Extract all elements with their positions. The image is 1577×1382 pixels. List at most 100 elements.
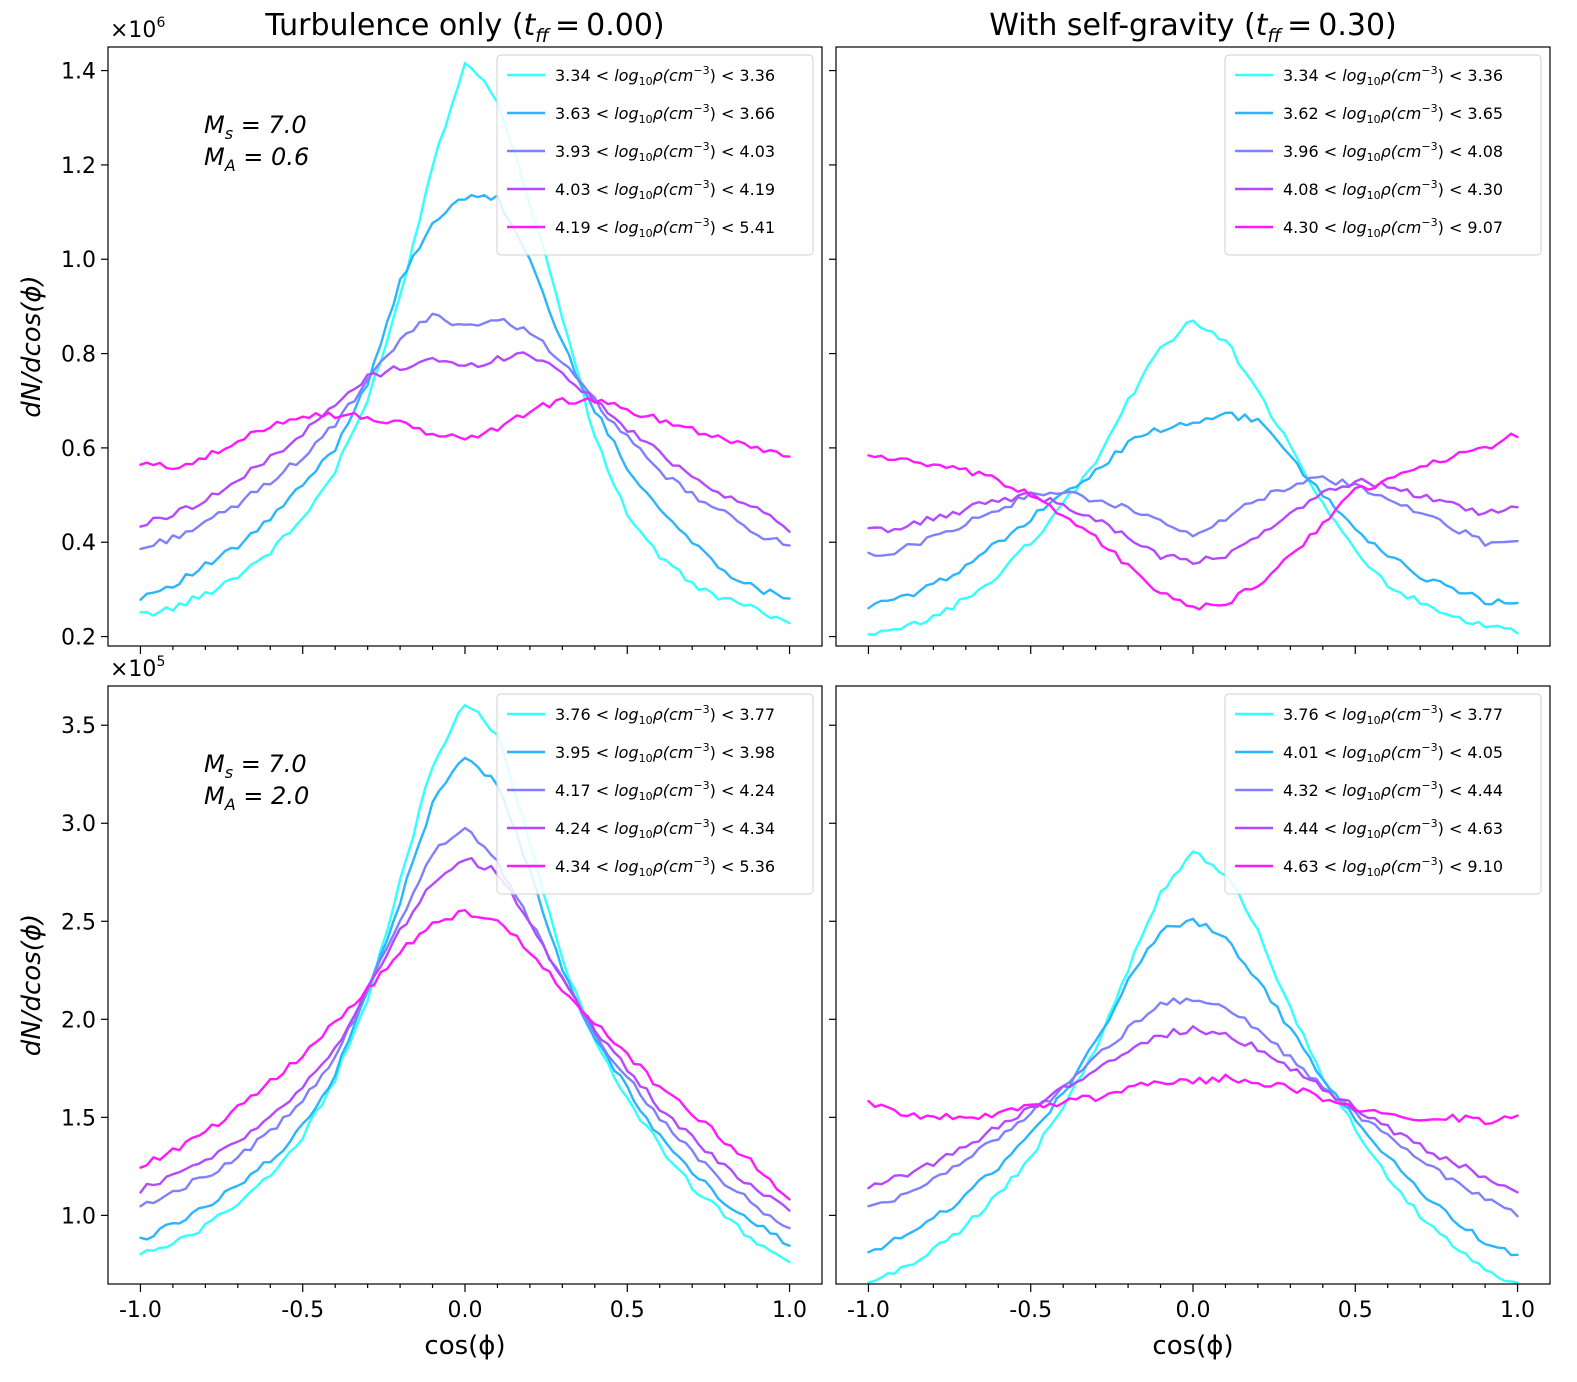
legend-log: log	[614, 104, 638, 123]
multiplier-exponent: 6	[156, 15, 165, 31]
legend-upper-bound: ) < 3.36	[1438, 66, 1503, 85]
legend-rho: ρ(	[1381, 218, 1398, 237]
legend-unit-exponent: −3	[1421, 817, 1437, 830]
legend-unit: cm	[669, 66, 693, 85]
legend-log-base: 10	[1367, 113, 1381, 126]
series-line-3	[139, 826, 791, 1230]
legend-log-base: 10	[1367, 828, 1381, 841]
series-line-1	[867, 850, 1519, 1284]
annotation-subscript: s	[225, 763, 233, 782]
legend-log-base: 10	[1367, 227, 1381, 240]
legend-upper-bound: ) < 9.07	[1438, 218, 1503, 237]
legend-upper-bound: ) < 4.44	[1438, 781, 1503, 800]
legend-rho: ρ(	[653, 104, 670, 123]
legend-entry-2: 3.63 < log10ρ(cm−3) < 3.66	[555, 102, 775, 126]
legend-unit-exponent: −3	[693, 64, 709, 77]
legend-rho: ρ(	[653, 857, 670, 876]
legend-unit-exponent: −3	[1421, 140, 1437, 153]
legend	[496, 54, 814, 256]
legend-unit-exponent: −3	[693, 216, 709, 229]
series-line-5	[867, 432, 1519, 611]
legend-rho: ρ(	[653, 781, 670, 800]
legend-lower-bound: 3.63 <	[555, 104, 614, 123]
annotation-value: = 7.0	[233, 750, 307, 778]
annotation-alfven-mach: MA = 2.0	[204, 782, 309, 814]
legend-log-base: 10	[1367, 75, 1381, 88]
legend-unit: cm	[1397, 180, 1421, 199]
y-tick-label: 1.0	[61, 1204, 96, 1229]
legend-log: log	[1342, 781, 1366, 800]
legend-log: log	[1342, 218, 1366, 237]
chart-panel-top-right: With self-gravity (tff = 0.30) 3.34 < log…	[829, 8, 1551, 654]
legend-upper-bound: ) < 4.05	[1438, 743, 1503, 762]
chart-panel-bottom-left: 1.0 1.5 2.0 2.5 3.0 3.5 -1.0 -0.5 0.0 0.5 1.0 cos(ϕ…	[17, 654, 823, 1361]
x-tick-label: 0.5	[610, 1298, 645, 1323]
legend-log: log	[614, 142, 638, 161]
legend-unit-exponent: −3	[693, 140, 709, 153]
multiplier-exponent: 5	[156, 654, 165, 670]
series-line-5	[139, 909, 791, 1201]
x-tick-label: -0.5	[281, 1298, 324, 1323]
annotation-alfven-mach: MA = 0.6	[204, 143, 309, 175]
y-offset-multiplier: ×106	[110, 15, 165, 43]
series-line-1	[867, 319, 1519, 636]
legend-unit: cm	[669, 180, 693, 199]
legend-rho: ρ(	[1381, 180, 1398, 199]
y-tick-label: 1.0	[61, 248, 96, 273]
legend-log-base: 10	[639, 113, 653, 126]
legend-lower-bound: 4.03 <	[555, 180, 614, 199]
legend-log: log	[614, 218, 638, 237]
legend-lower-bound: 4.08 <	[1283, 180, 1342, 199]
legend-upper-bound: ) < 3.77	[710, 705, 775, 724]
legend-rho: ρ(	[653, 66, 670, 85]
legend-unit-exponent: −3	[693, 817, 709, 830]
legend-upper-bound: ) < 9.10	[1438, 857, 1503, 876]
legend-rho: ρ(	[653, 218, 670, 237]
legend-lower-bound: 4.34 <	[555, 857, 614, 876]
y-tick-label: 2.5	[61, 910, 96, 935]
annotation-sonic-mach: Ms = 7.0	[204, 750, 307, 782]
legend-rho: ρ(	[653, 705, 670, 724]
y-tick-label: 1.2	[61, 154, 96, 179]
title-text: Turbulence only (	[264, 8, 523, 43]
legend-log-base: 10	[639, 714, 653, 727]
legend-upper-bound: ) < 4.63	[1438, 819, 1503, 838]
y-tick-label: 0.4	[61, 531, 96, 556]
legend-unit: cm	[669, 705, 693, 724]
legend-upper-bound: ) < 4.03	[710, 142, 775, 161]
legend-unit-exponent: −3	[1421, 216, 1437, 229]
legend-unit: cm	[669, 142, 693, 161]
y-axis-label: dN/dcos(ϕ)	[17, 914, 47, 1056]
legend-lower-bound: 3.76 <	[1283, 705, 1342, 724]
legend-upper-bound: ) < 5.41	[710, 218, 775, 237]
legend-entry-5: 4.34 < log10ρ(cm−3) < 5.36	[555, 855, 775, 879]
legend-log-base: 10	[639, 752, 653, 765]
legend-log: log	[614, 180, 638, 199]
legend-log-base: 10	[1367, 714, 1381, 727]
legend-log-base: 10	[639, 189, 653, 202]
annotation-subscript: s	[225, 124, 233, 143]
legend-lower-bound: 3.96 <	[1283, 142, 1342, 161]
legend-lower-bound: 4.63 <	[1283, 857, 1342, 876]
legend-unit-exponent: −3	[693, 178, 709, 191]
legend-log: log	[614, 857, 638, 876]
legend-unit-exponent: −3	[1421, 779, 1437, 792]
legend-unit: cm	[669, 781, 693, 800]
legend-unit-exponent: −3	[1421, 741, 1437, 754]
legend-entry-3: 3.96 < log10ρ(cm−3) < 4.08	[1283, 140, 1503, 164]
title-symbol: t	[1256, 8, 1269, 43]
legend-rho: ρ(	[653, 142, 670, 161]
annotation-subscript: A	[224, 795, 236, 814]
legend	[1224, 693, 1542, 895]
legend-log: log	[1342, 66, 1366, 85]
y-tick-label: 0.2	[61, 626, 96, 651]
title-subscript: ff	[535, 25, 551, 47]
legend-unit-exponent: −3	[693, 855, 709, 868]
x-tick-label: 0.0	[448, 1298, 483, 1323]
legend-entry-1: 3.34 < log10ρ(cm−3) < 3.36	[555, 64, 775, 88]
legend-lower-bound: 3.34 <	[555, 66, 614, 85]
legend-unit: cm	[1397, 781, 1421, 800]
annotation-symbol: M	[204, 111, 225, 139]
legend-lower-bound: 4.01 <	[1283, 743, 1342, 762]
